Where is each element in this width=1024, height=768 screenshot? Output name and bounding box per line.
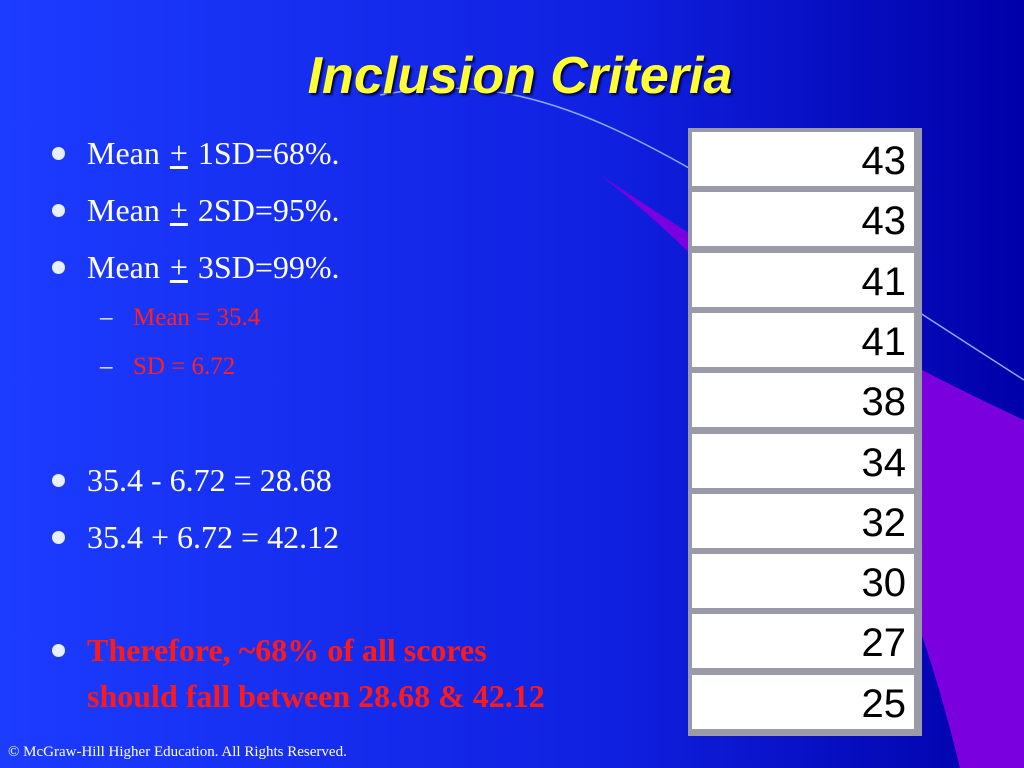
table-cell: 27	[692, 614, 914, 669]
bullet-text: Mean	[87, 135, 160, 171]
bullet-text: 2SD=95%.	[197, 192, 340, 228]
table-cell: 41	[692, 312, 914, 367]
plus-minus: +	[169, 135, 188, 171]
bullet-text: 3SD=99%.	[197, 249, 340, 285]
conclusion-line: should fall between 28.68 & 42.12	[87, 678, 545, 714]
footer: © McGraw-Hill Higher Education. All Righ…	[8, 744, 347, 760]
sub-bullet-dash: –	[100, 304, 113, 331]
bullet-dot	[52, 204, 65, 217]
bullet-dot	[52, 261, 65, 274]
bullet: Mean +3SD=99%.	[87, 247, 340, 287]
sub-bullet: Mean = 35.4	[133, 304, 261, 331]
title: Inclusion Criteria	[307, 47, 733, 105]
table-cell: 41	[692, 252, 914, 307]
table-cell: 38	[692, 373, 914, 428]
sub-bullet: SD = 6.72	[133, 353, 236, 380]
score-table: 43 43 41 41 38 34 32 30 27 25	[688, 128, 922, 736]
bullet-dot	[52, 147, 65, 160]
bullet-dot	[52, 474, 65, 487]
bullet-text: Mean	[87, 249, 160, 285]
bullet-dot	[52, 531, 65, 544]
table-cell: 25	[692, 674, 914, 729]
conclusion-line: Therefore, ~68% of all scores	[87, 632, 487, 668]
bullet: Mean +1SD=68%.	[87, 133, 340, 173]
table-cell: 34	[692, 433, 914, 488]
bullet: 35.4 + 6.72 = 42.12	[87, 519, 340, 555]
bullet-text: 1SD=68%.	[197, 135, 340, 171]
bullet-text: Mean	[87, 192, 160, 228]
bullet: 35.4 - 6.72 = 28.68	[87, 462, 332, 498]
table-cell: 30	[692, 554, 914, 609]
sub-bullet-dash: –	[100, 353, 113, 380]
table-cell: 32	[692, 493, 914, 548]
bullet: Mean +2SD=95%.	[87, 190, 340, 230]
plus-minus: +	[169, 249, 188, 285]
bullet-dot	[52, 644, 65, 657]
table-cell: 43	[692, 192, 914, 247]
plus-minus: +	[169, 192, 188, 228]
table-cell: 43	[692, 132, 914, 186]
